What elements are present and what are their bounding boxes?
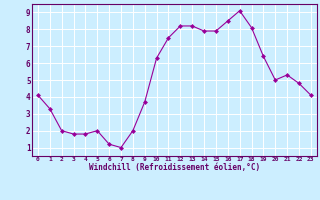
- X-axis label: Windchill (Refroidissement éolien,°C): Windchill (Refroidissement éolien,°C): [89, 163, 260, 172]
